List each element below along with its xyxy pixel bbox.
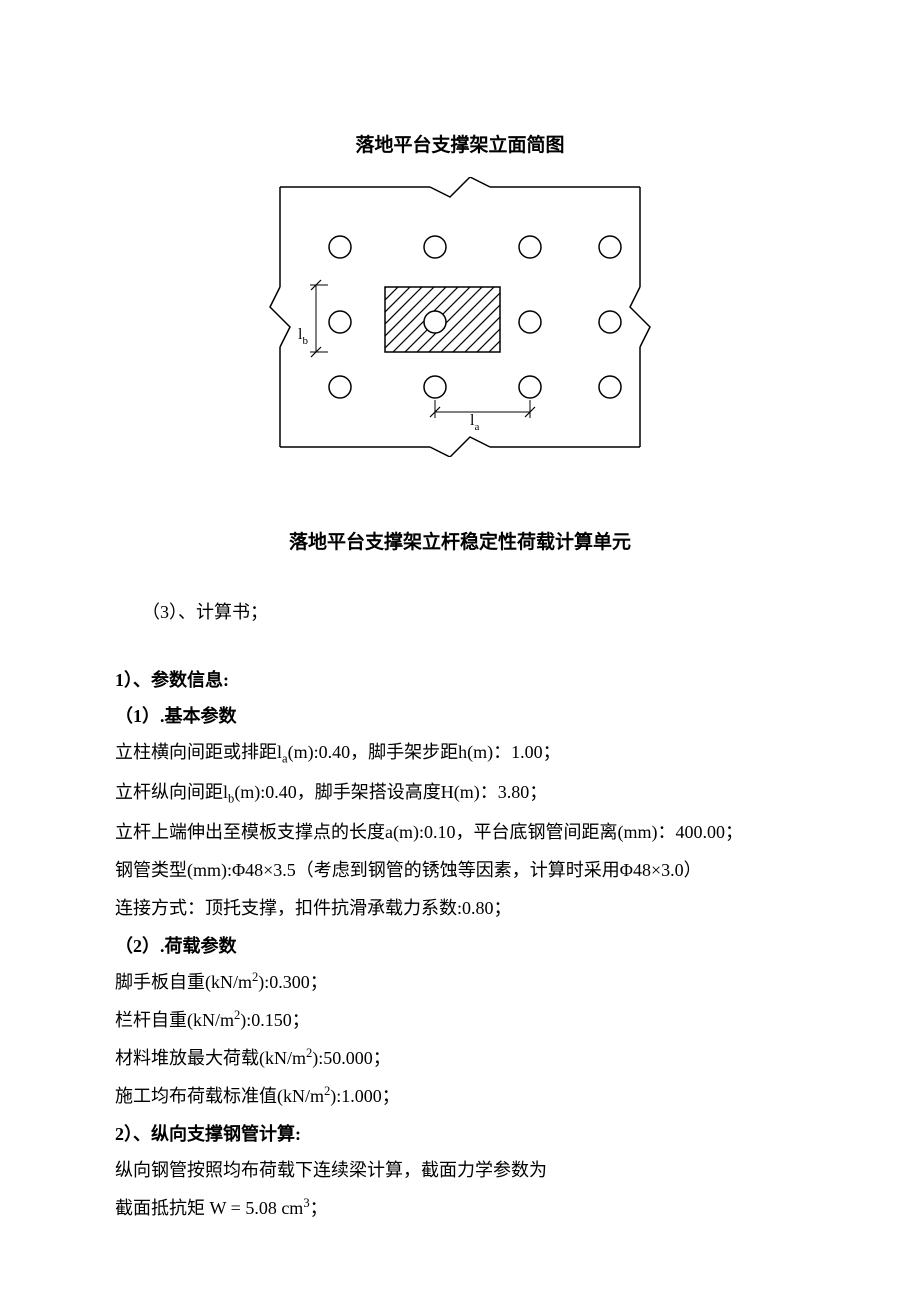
text-line: 纵向钢管按照均布荷载下连续梁计算，截面力学参数为 [115,1152,805,1188]
sec2-lines: 纵向钢管按照均布荷载下连续梁计算，截面力学参数为截面抵抗矩 W = 5.08 c… [115,1152,805,1226]
text-line: 截面抵抗矩 W = 5.08 cm3； [115,1190,805,1226]
text-line: 立杆纵向间距lb(m):0.40，脚手架搭设高度H(m)：3.80； [115,774,805,812]
sec1-header: 1）、参数信息: [115,662,805,698]
text-line: 钢管类型(mm):Φ48×3.5（考虑到钢管的锈蚀等因素，计算时采用Φ48×3.… [115,852,805,888]
text-line: 脚手板自重(kN/m2):0.300； [115,964,805,1000]
calc-book-line: （3）、计算书； [115,594,805,630]
sec1-sub1: （1）.基本参数 [115,698,805,734]
sec1-lines2: 脚手板自重(kN/m2):0.300；栏杆自重(kN/m2):0.150；材料堆… [115,964,805,1114]
sec1-lines1: 立柱横向间距或排距la(m):0.40，脚手架步距h(m)：1.00；立杆纵向间… [115,734,805,926]
page-title-2: 落地平台支撑架立杆稳定性荷载计算单元 [115,527,805,554]
sec1-sub2: （2）.荷载参数 [115,928,805,964]
text-line: 立杆上端伸出至模板支撑点的长度a(m):0.10，平台底钢管间距离(mm)：40… [115,814,805,850]
diagram-wrapper: la lb [115,177,805,457]
page-title-1: 落地平台支撑架立面简图 [115,130,805,157]
text-line: 连接方式：顶托支撑，扣件抗滑承载力系数:0.80； [115,890,805,926]
text-line: 栏杆自重(kN/m2):0.150； [115,1002,805,1038]
text-line: 立柱横向间距或排距la(m):0.40，脚手架步距h(m)：1.00； [115,734,805,772]
text-line: 材料堆放最大荷载(kN/m2):50.000； [115,1040,805,1076]
svg-text:lb: lb [298,326,308,347]
support-frame-diagram: la lb [250,177,670,457]
svg-text:la: la [470,412,479,433]
text-line: 施工均布荷载标准值(kN/m2):1.000； [115,1078,805,1114]
sec2-header: 2）、纵向支撑钢管计算: [115,1116,805,1152]
